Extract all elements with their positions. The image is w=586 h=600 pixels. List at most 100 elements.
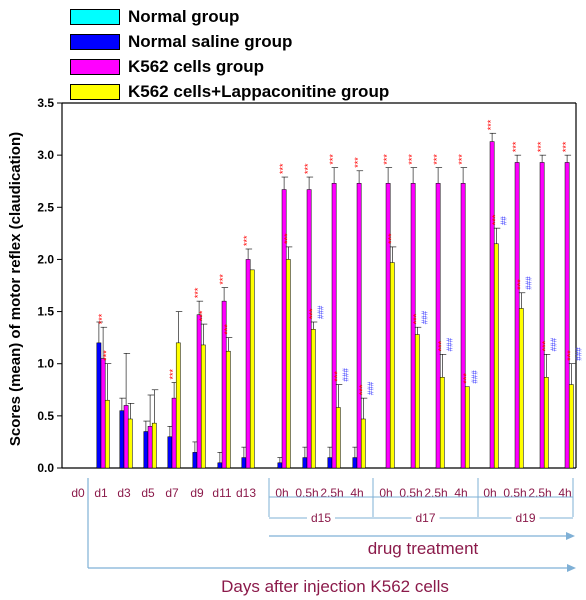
bar xyxy=(306,189,312,469)
bar xyxy=(389,262,395,469)
bar xyxy=(192,452,198,469)
x-tick-label: 0.5h xyxy=(295,486,318,500)
y-tick-label: 2.0 xyxy=(37,252,54,266)
significance-label: *** xyxy=(222,324,232,335)
y-tick-label: 0.5 xyxy=(37,409,54,423)
x-tick-label: 2.5h xyxy=(320,486,343,500)
significance-label: *** xyxy=(97,313,107,324)
significance-label: *** xyxy=(511,141,521,152)
y-tick-label: 0.0 xyxy=(37,461,54,475)
significance-label: *** xyxy=(536,141,546,152)
bar xyxy=(151,422,157,469)
legend-label: K562 cells+Lappaconitine group xyxy=(128,81,390,101)
bar xyxy=(119,410,125,469)
x-axis-label: Days after injection K562 cells xyxy=(221,577,449,596)
significance-label: *** xyxy=(278,163,288,174)
bracket-label: drug treatment xyxy=(368,539,479,558)
legend-item: Normal group xyxy=(70,4,389,29)
bar xyxy=(568,384,574,469)
legend-swatch xyxy=(70,8,120,25)
hash-significance-label: ### xyxy=(524,276,533,290)
bar xyxy=(410,183,416,469)
x-tick-label: 0h xyxy=(379,486,392,500)
significance-label: *** xyxy=(432,154,442,165)
significance-label: *** xyxy=(307,308,317,319)
x-tick-label: 0.5h xyxy=(399,486,422,500)
hash-significance-label: ### xyxy=(366,381,375,395)
x-tick-label: d1 xyxy=(94,486,108,500)
significance-label: *** xyxy=(515,279,525,290)
bar xyxy=(464,386,470,469)
bar xyxy=(385,183,391,469)
significance-label: *** xyxy=(218,274,228,285)
x-tick-label: 0h xyxy=(275,486,288,500)
bar xyxy=(564,162,570,469)
significance-label: *** xyxy=(193,287,203,298)
y-tick-label: 3.0 xyxy=(37,148,54,162)
group-label: d15 xyxy=(311,511,331,525)
bar xyxy=(217,462,223,469)
hash-significance-label: ### xyxy=(316,305,325,319)
significance-label: *** xyxy=(407,154,417,165)
x-tick-label: 0h xyxy=(483,486,496,500)
bar xyxy=(543,377,549,469)
x-tick-label: 2.5h xyxy=(528,486,551,500)
legend-swatch xyxy=(70,58,120,75)
legend-item: K562 cells group xyxy=(70,54,389,79)
x-tick-label: 4h xyxy=(454,486,467,500)
days-arrowhead xyxy=(567,564,576,572)
legend-label: Normal saline group xyxy=(128,31,293,51)
significance-label: *** xyxy=(565,350,575,361)
bar xyxy=(175,342,181,469)
significance-label: *** xyxy=(242,235,252,246)
x-tick-label: d3 xyxy=(117,486,131,500)
bar xyxy=(100,358,106,469)
bar xyxy=(489,141,495,469)
bar xyxy=(277,462,283,469)
hash-significance-label: ### xyxy=(574,347,583,361)
significance-label: *** xyxy=(490,214,500,225)
bar xyxy=(249,269,255,469)
bar xyxy=(147,426,153,469)
drug-treatment-arrowhead xyxy=(566,532,575,540)
x-tick-label: 0.5h xyxy=(503,486,526,500)
bar xyxy=(460,183,466,469)
significance-label: *** xyxy=(561,141,571,152)
bar xyxy=(241,457,247,469)
hash-significance-label: ### xyxy=(420,310,429,324)
bar xyxy=(539,162,545,469)
bar xyxy=(435,183,441,469)
significance-label: *** xyxy=(357,384,367,395)
legend-label: Normal group xyxy=(128,6,240,26)
bar xyxy=(245,259,251,469)
x-tick-label: 4h xyxy=(350,486,363,500)
group-label: d17 xyxy=(415,511,435,525)
legend-label: K562 cells group xyxy=(128,56,265,76)
x-tick-label: 4h xyxy=(558,486,571,500)
significance-label: *** xyxy=(457,154,467,165)
significance-label: *** xyxy=(461,373,471,384)
bar xyxy=(352,457,358,469)
hash-significance-label: ### xyxy=(341,368,350,382)
bar xyxy=(356,183,362,469)
significance-label: *** xyxy=(436,340,446,351)
bar xyxy=(143,431,149,469)
legend-swatch xyxy=(70,83,120,100)
x-tick-label: d9 xyxy=(190,486,204,500)
bar xyxy=(414,334,420,469)
hash-significance-label: ### xyxy=(549,337,558,351)
x-tick-label: d11 xyxy=(212,486,231,500)
x-tick-label: d13 xyxy=(236,486,256,500)
hash-significance-label: ### xyxy=(445,337,454,351)
x-tick-label: d7 xyxy=(165,486,179,500)
significance-label: *** xyxy=(197,310,207,321)
bar xyxy=(493,243,499,469)
legend-item: Normal saline group xyxy=(70,29,389,54)
bar xyxy=(514,162,520,469)
significance-label: *** xyxy=(328,154,338,165)
bar xyxy=(196,314,202,469)
legend: Normal group Normal saline group K562 ce… xyxy=(70,4,389,104)
x-tick-label: d0 xyxy=(71,486,85,500)
bar xyxy=(200,344,206,469)
